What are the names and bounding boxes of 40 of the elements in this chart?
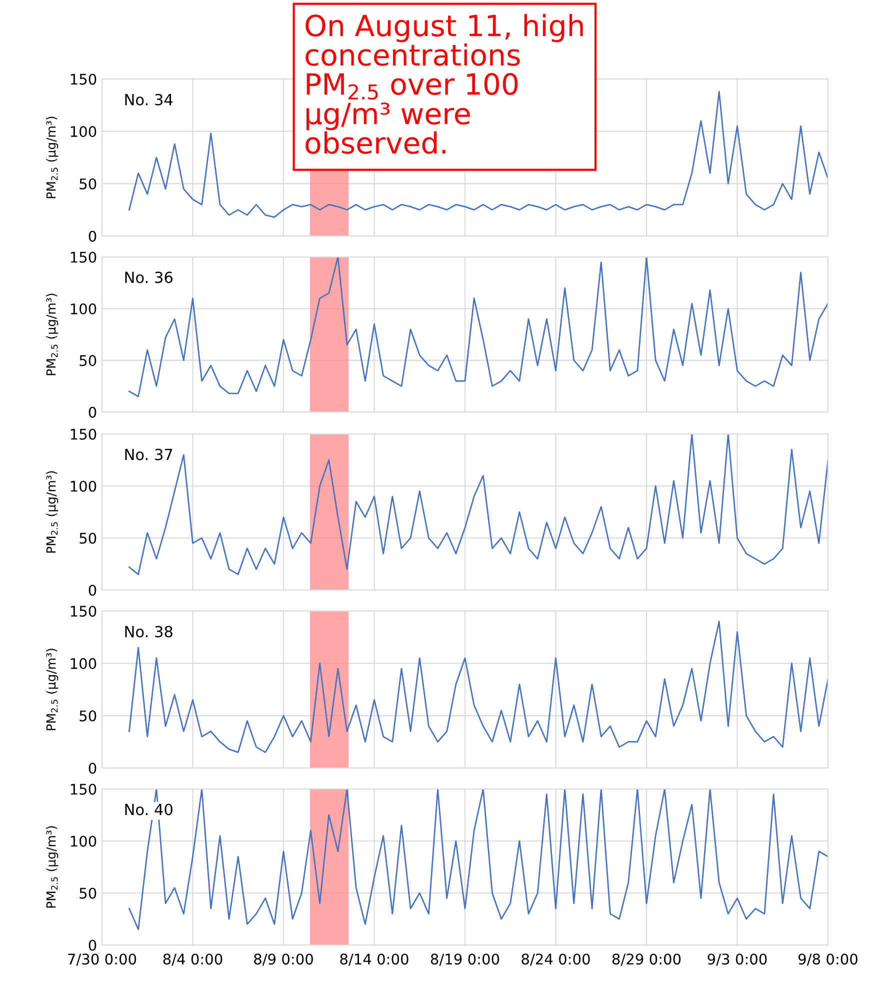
text: No. 36 — [125, 272, 172, 284]
text: No. 38 — [125, 626, 172, 638]
y-tick-label: 150 — [70, 784, 96, 795]
y-tick-label: 50 — [80, 888, 96, 899]
y-tick-label: 0 — [88, 406, 96, 418]
x-tick-label: 8/9 0:00 — [254, 954, 313, 966]
y-tick-label: 50 — [80, 710, 96, 722]
y-tick-label: 150 — [70, 252, 96, 263]
y-axis-title: PM$_{2.5}$ (μg/m³) — [46, 116, 58, 198]
y-tick-label: 150 — [70, 74, 96, 85]
annotation: On August 11, high concentrations PM$_{2.5}$ over 100 μg/m³ were observed. — [306, 14, 583, 154]
x-tick-label: 9/3 0:00 — [708, 954, 767, 966]
x-tick-label: 8/14 0:00 — [340, 954, 408, 966]
x-tick-label: 8/4 0:00 — [163, 954, 222, 966]
y-tick-label: 150 — [70, 606, 96, 617]
y-tick-label: 0 — [88, 230, 96, 242]
y-tick-label: 50 — [80, 355, 96, 366]
y-tick-label: 100 — [70, 480, 96, 492]
y-tick-label: 0 — [88, 940, 96, 951]
x-tick-label: 8/19 0:00 — [430, 954, 500, 966]
y-tick-label: 50 — [80, 532, 96, 544]
x-tick-label: 8/29 0:00 — [612, 954, 681, 966]
y-axis-title: PM$_{2.5}$ (μg/m³) — [46, 826, 58, 908]
y-tick-label: 100 — [70, 303, 96, 314]
text: No. 37 — [125, 448, 172, 460]
y-tick-label: 100 — [70, 836, 96, 847]
text: No. 40 — [125, 804, 172, 816]
y-axis-title: PM$_{2.5}$ (μg/m³) — [46, 648, 58, 730]
y-tick-label: 0 — [88, 584, 96, 596]
y-tick-label: 100 — [70, 126, 96, 138]
y-axis-title: PM$_{2.5}$ (μg/m³) — [46, 471, 58, 553]
y-tick-label: 0 — [88, 762, 96, 774]
x-tick-label: 9/8 0:00 — [798, 954, 858, 966]
y-tick-label: 100 — [70, 658, 96, 670]
y-axis-title: PM$_{2.5}$ (μg/m³) — [46, 294, 58, 376]
y-tick-label: 150 — [70, 428, 96, 440]
x-tick-label: 7/30 0:00 — [68, 954, 136, 966]
x-tick-label: 8/24 0:00 — [522, 954, 590, 966]
text: No. 34 — [125, 94, 173, 106]
y-tick-label: 50 — [80, 178, 96, 190]
